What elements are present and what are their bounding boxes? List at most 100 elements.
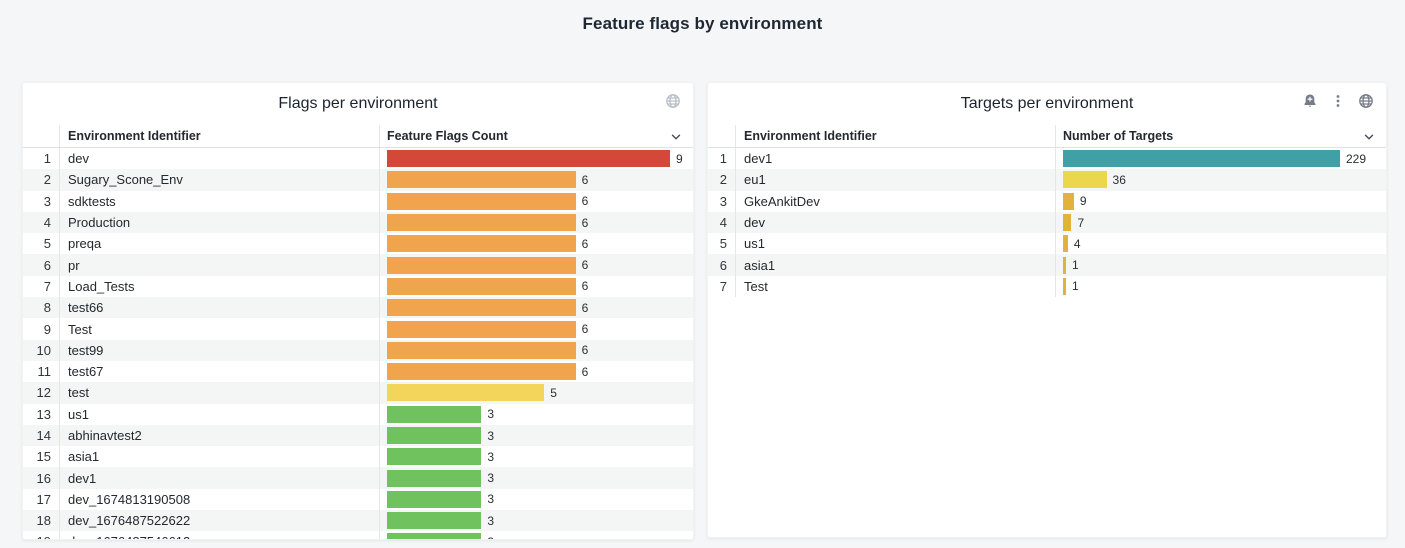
bar-cell: 36: [1055, 169, 1386, 191]
row-number-header: [708, 125, 736, 147]
bar-cell: 1: [1055, 275, 1386, 298]
environment-name: asia1: [68, 449, 100, 465]
bar-cell: 3: [379, 467, 693, 489]
environment-name: pr: [68, 257, 80, 273]
bar-cell: 229: [1055, 148, 1386, 170]
value-label: 1: [1072, 279, 1079, 294]
environment-name: Sugary_Scone_Env: [68, 172, 183, 188]
value-bar: [387, 235, 576, 253]
panel-targets-per-environment: Targets per environment Environment Iden…: [707, 82, 1387, 538]
value-bar: [1063, 277, 1066, 295]
table-row: 5 preqa 6: [23, 233, 693, 255]
bar-cell: 6: [379, 254, 693, 276]
table-row: 2 eu1 36: [708, 169, 1386, 191]
chevron-down-icon[interactable]: [669, 130, 683, 144]
table-row: 11 test67 6: [23, 360, 693, 383]
environment-name: Load_Tests: [68, 278, 135, 294]
globe-icon[interactable]: [1358, 93, 1374, 109]
value-label: 3: [487, 407, 495, 422]
value-label: 229: [1346, 151, 1367, 166]
value-label: 7: [1077, 215, 1085, 230]
value-bar: [387, 427, 482, 444]
value-label: 6: [581, 172, 589, 187]
table-row: 15 asia1 3: [23, 446, 693, 468]
table-row: 19 dev_1676487546612 3: [23, 531, 693, 539]
table-row: 6 pr 6: [23, 254, 693, 276]
row-number: 14: [23, 424, 60, 447]
value-label: 6: [581, 343, 589, 358]
row-number-header: [23, 125, 60, 147]
table-row: 7 Load_Tests 6: [23, 275, 693, 298]
column-header-environment-identifier[interactable]: Environment Identifier: [68, 129, 201, 143]
row-number: 4: [708, 211, 736, 234]
row-number: 18: [23, 510, 60, 532]
value-label: 5: [550, 385, 557, 400]
row-number: 3: [708, 190, 736, 212]
value-label: 9: [1079, 194, 1087, 209]
value-label: 36: [1112, 172, 1126, 187]
row-number: 5: [708, 233, 736, 255]
bar-cell: 9: [1055, 190, 1386, 212]
environment-name: Test: [744, 278, 768, 294]
value-label: 6: [581, 279, 589, 294]
value-bar: [387, 405, 482, 423]
row-number: 2: [23, 169, 60, 191]
environment-name: dev: [744, 215, 765, 231]
value-bar: [387, 448, 482, 466]
environment-name: GkeAnkitDev: [744, 193, 820, 209]
value-bar: [387, 320, 576, 338]
bar-cell: 1: [1055, 254, 1386, 276]
value-label: 6: [581, 194, 589, 209]
value-bar: [387, 533, 482, 539]
environment-name: test99: [68, 342, 104, 358]
bell-plus-icon[interactable]: [1302, 93, 1318, 109]
value-bar: [387, 214, 576, 232]
environment-name: dev_1676487522622: [68, 513, 191, 529]
row-number: 12: [23, 382, 60, 404]
kebab-menu-icon[interactable]: [1330, 93, 1346, 109]
table-row: 6 asia1 1: [708, 254, 1386, 276]
bar-cell: 3: [379, 446, 693, 468]
environment-name: dev: [68, 151, 89, 167]
table-row: 14 abhinavtest2 3: [23, 424, 693, 447]
value-bar: [387, 171, 576, 189]
value-label: 3: [487, 535, 494, 539]
bar-cell: 6: [379, 360, 693, 383]
panel-title[interactable]: Flags per environment: [278, 95, 438, 112]
panel-flags-per-environment: Flags per environment Environment Identi…: [22, 82, 694, 540]
bar-cell: 6: [379, 339, 693, 361]
bar-cell: 9: [379, 148, 693, 170]
environment-name: test66: [68, 300, 104, 316]
column-header-number-of-targets[interactable]: Number of Targets: [1055, 125, 1386, 147]
bar-cell: 6: [379, 169, 693, 191]
value-label: 3: [487, 492, 495, 507]
bar-cell: 5: [379, 382, 693, 404]
value-bar: [1063, 171, 1107, 189]
table-header: Environment Identifier Number of Targets: [708, 125, 1386, 148]
value-label: 3: [487, 428, 495, 443]
table-row: 17 dev_1674813190508 3: [23, 488, 693, 511]
column-header-environment-identifier[interactable]: Environment Identifier: [744, 129, 877, 143]
column-header-feature-flags-count[interactable]: Feature Flags Count: [379, 125, 693, 147]
row-number: 6: [23, 254, 60, 276]
value-label: 4: [1073, 236, 1081, 251]
globe-icon[interactable]: [665, 93, 681, 109]
row-number: 6: [708, 254, 736, 276]
row-number: 7: [708, 275, 736, 298]
value-bar: [387, 150, 670, 168]
chevron-down-icon[interactable]: [1362, 130, 1376, 144]
row-number: 4: [23, 211, 60, 234]
bar-cell: 3: [379, 510, 693, 532]
value-label: 3: [487, 449, 495, 464]
value-label: 6: [581, 322, 589, 337]
environment-name: Production: [68, 215, 131, 231]
environment-name: us1: [68, 406, 89, 422]
table-row: 12 test 5: [23, 382, 693, 404]
panel-title[interactable]: Targets per environment: [960, 95, 1134, 112]
environment-name: test: [68, 385, 89, 401]
panel-header-icons: [1302, 93, 1374, 109]
bar-cell: 6: [379, 318, 693, 340]
table-row: 3 sdktests 6: [23, 190, 693, 212]
table-row: 9 Test 6: [23, 318, 693, 340]
table-row: 18 dev_1676487522622 3: [23, 510, 693, 532]
